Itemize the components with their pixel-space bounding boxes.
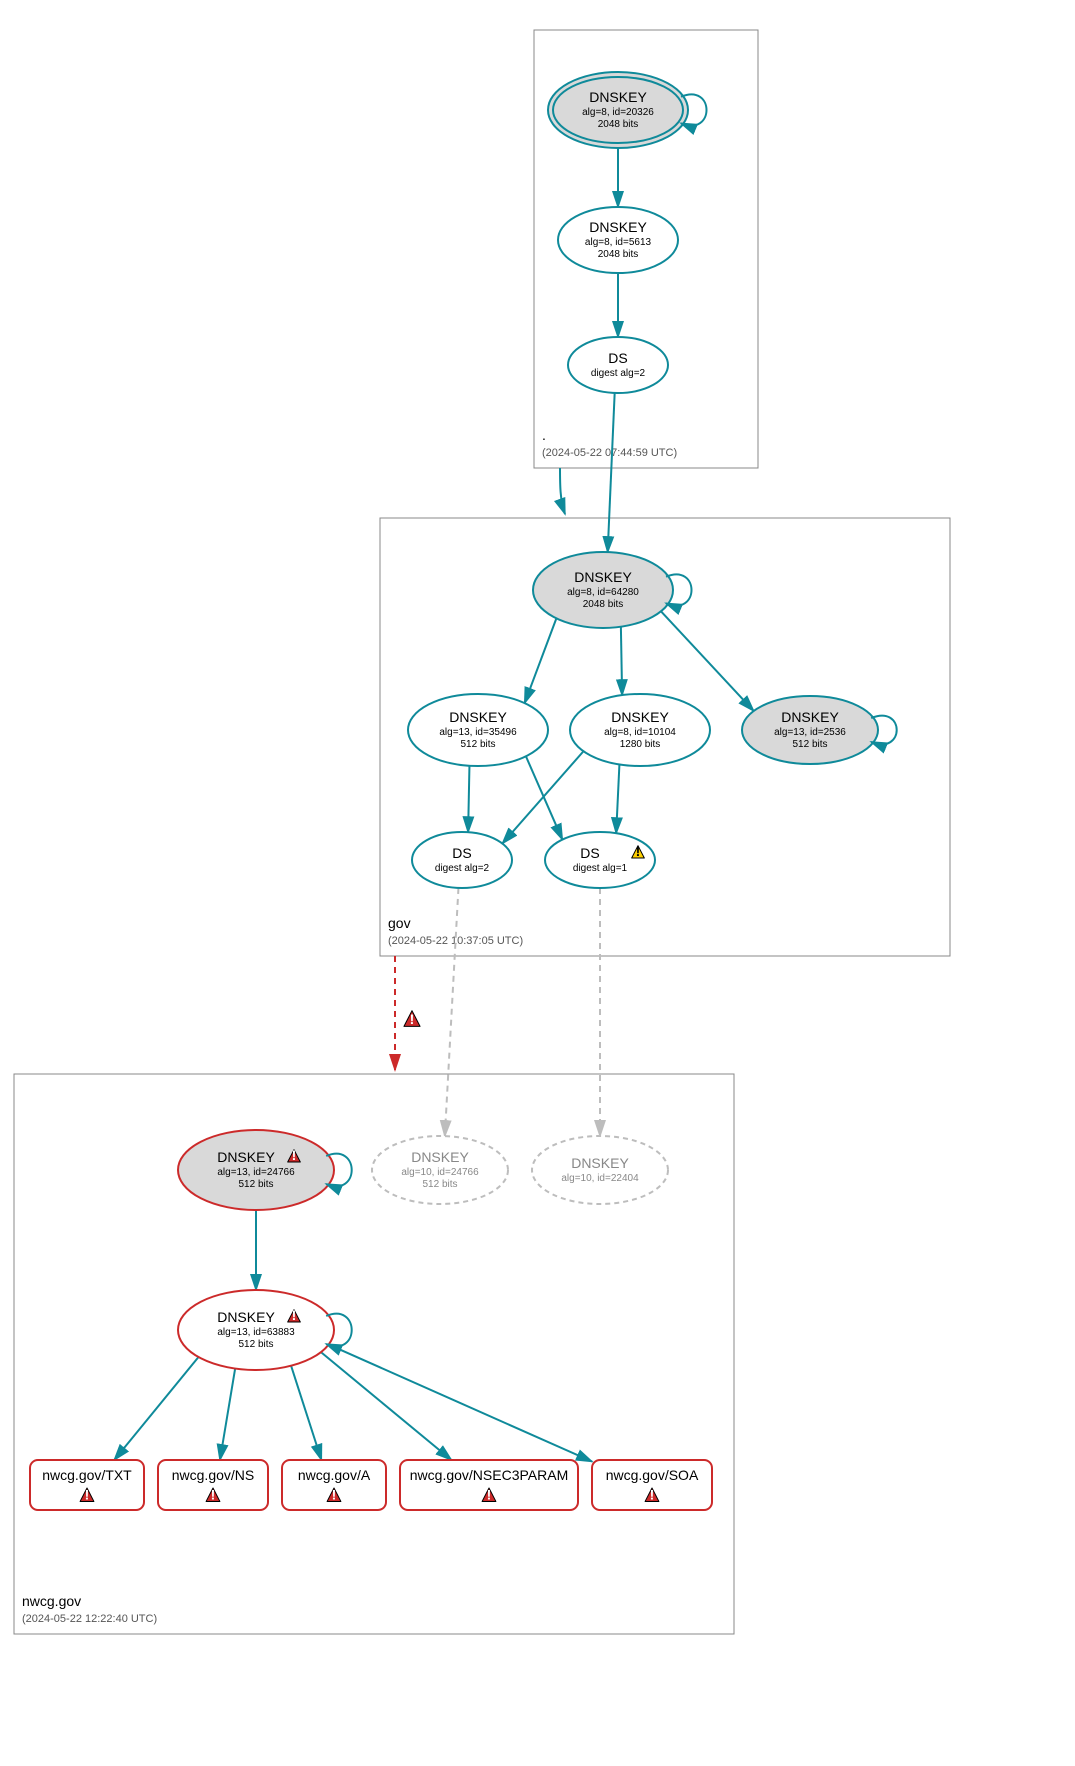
node-rr_soa: nwcg.gov/SOA! [592, 1460, 712, 1510]
edge-nwcg_zsk-rr_a [291, 1366, 321, 1460]
svg-text:nwcg.gov/A: nwcg.gov/A [298, 1467, 371, 1483]
dnssec-graph: . (2024-05-22 07:44:59 UTC) gov (2024-05-22… [0, 0, 1075, 1766]
edge-gov_zsk_a-gov_ds2 [468, 766, 469, 832]
svg-text:gov: gov [388, 915, 411, 931]
node-gov_zsk_c: DNSKEY alg=13, id=2536512 bits [742, 696, 897, 764]
svg-text:DS: DS [452, 845, 471, 861]
svg-text:alg=13, id=24766: alg=13, id=24766 [217, 1167, 295, 1178]
edge-gov_ksk-gov_zsk_c [661, 611, 754, 711]
node-nwcg_dk_y: DNSKEY alg=10, id=22404 [532, 1136, 668, 1204]
svg-text:DNSKEY: DNSKEY [589, 219, 647, 235]
edge-nwcg_zsk-rr_ns [220, 1369, 235, 1460]
svg-text:alg=13, id=2536: alg=13, id=2536 [774, 727, 846, 738]
node-gov_zsk_a: DNSKEY alg=13, id=35496512 bits [408, 694, 548, 766]
svg-text:DNSKEY: DNSKEY [611, 709, 669, 725]
zone-edge-zone_root_to_gov [560, 468, 565, 514]
svg-text:nwcg.gov/SOA: nwcg.gov/SOA [606, 1467, 699, 1483]
node-root_ksk: DNSKEY alg=8, id=203262048 bits [548, 72, 707, 148]
svg-text:alg=13, id=35496: alg=13, id=35496 [439, 727, 517, 738]
edges-layer: ! [114, 148, 753, 1462]
svg-text:digest alg=1: digest alg=1 [573, 863, 628, 874]
svg-text:512 bits: 512 bits [792, 739, 827, 750]
svg-text:!: ! [410, 1011, 415, 1027]
svg-text:(2024-05-22 07:44:59 UTC): (2024-05-22 07:44:59 UTC) [542, 447, 677, 459]
svg-text:512 bits: 512 bits [238, 1179, 273, 1190]
node-gov_ksk: DNSKEY alg=8, id=642802048 bits [533, 552, 692, 628]
edge-gov_ksk-gov_zsk_a [525, 618, 557, 703]
svg-text:!: ! [636, 843, 641, 859]
edge-gov_ksk-gov_zsk_b [621, 627, 622, 695]
svg-text:nwcg.gov/TXT: nwcg.gov/TXT [42, 1467, 132, 1483]
svg-text:DNSKEY: DNSKEY [571, 1155, 629, 1171]
svg-text:DNSKEY: DNSKEY [449, 709, 507, 725]
node-root_zsk: DNSKEY alg=8, id=56132048 bits [558, 207, 678, 273]
node-nwcg_ksk: DNSKEY! alg=13, id=24766512 bits [178, 1130, 352, 1210]
svg-text:DS: DS [580, 845, 599, 861]
svg-text:2048 bits: 2048 bits [598, 249, 639, 260]
svg-text:alg=8, id=10104: alg=8, id=10104 [604, 727, 676, 738]
svg-text:DNSKEY: DNSKEY [217, 1149, 275, 1165]
node-nwcg_dk_x: DNSKEY alg=10, id=24766512 bits [372, 1136, 508, 1204]
svg-text:512 bits: 512 bits [422, 1179, 457, 1190]
edge-root_ds-gov_ksk [608, 393, 615, 552]
edge-nwcg_zsk-rr_soa [329, 1345, 592, 1462]
svg-text:digest alg=2: digest alg=2 [435, 863, 490, 874]
edge-gov_zsk_b-gov_ds2 [502, 751, 583, 843]
node-gov_zsk_b: DNSKEY alg=8, id=101041280 bits [570, 694, 710, 766]
svg-text:2048 bits: 2048 bits [583, 599, 624, 610]
node-rr_ns: nwcg.gov/NS! [158, 1460, 268, 1510]
nodes-layer: DNSKEYalg=8, id=203262048 bitsDNSKEYalg=… [30, 72, 897, 1510]
svg-text:nwcg.gov: nwcg.gov [22, 1593, 81, 1609]
svg-text:DNSKEY: DNSKEY [217, 1309, 275, 1325]
svg-text:1280 bits: 1280 bits [620, 739, 661, 750]
svg-text:nwcg.gov/NSEC3PARAM: nwcg.gov/NSEC3PARAM [410, 1467, 568, 1483]
svg-text:DNSKEY: DNSKEY [411, 1149, 469, 1165]
svg-text:DS: DS [608, 350, 627, 366]
svg-text:!: ! [211, 1486, 216, 1502]
svg-text:nwcg.gov/NS: nwcg.gov/NS [172, 1467, 254, 1483]
svg-text:alg=13, id=63883: alg=13, id=63883 [217, 1327, 295, 1338]
node-gov_ds1: DS! digest alg=1 [545, 832, 655, 888]
node-gov_ds2: DS digest alg=2 [412, 832, 512, 888]
svg-text:alg=8, id=5613: alg=8, id=5613 [585, 237, 652, 248]
svg-text:512 bits: 512 bits [238, 1339, 273, 1350]
node-rr_a: nwcg.gov/A! [282, 1460, 386, 1510]
svg-text:digest alg=2: digest alg=2 [591, 368, 646, 379]
edge-gov_zsk_b-gov_ds1 [616, 764, 619, 833]
svg-text:!: ! [332, 1486, 337, 1502]
svg-text:DNSKEY: DNSKEY [781, 709, 839, 725]
svg-text:!: ! [85, 1486, 90, 1502]
svg-text:alg=10, id=24766: alg=10, id=24766 [401, 1167, 479, 1178]
svg-text:!: ! [292, 1147, 297, 1163]
node-root_ds: DS digest alg=2 [568, 337, 668, 393]
node-nwcg_zsk: DNSKEY! alg=13, id=63883512 bits [178, 1290, 352, 1370]
node-rr_txt: nwcg.gov/TXT! [30, 1460, 144, 1510]
svg-text:alg=8, id=64280: alg=8, id=64280 [567, 587, 639, 598]
edge-nwcg_zsk-rr_txt [114, 1357, 198, 1460]
svg-text:.: . [542, 427, 546, 443]
svg-text:alg=8, id=20326: alg=8, id=20326 [582, 107, 654, 118]
svg-text:DNSKEY: DNSKEY [574, 569, 632, 585]
svg-text:!: ! [650, 1486, 655, 1502]
svg-text:!: ! [487, 1486, 492, 1502]
svg-text:!: ! [292, 1307, 297, 1323]
svg-text:(2024-05-22 12:22:40 UTC): (2024-05-22 12:22:40 UTC) [22, 1613, 157, 1625]
svg-text:512 bits: 512 bits [460, 739, 495, 750]
svg-text:DNSKEY: DNSKEY [589, 89, 647, 105]
node-rr_n3p: nwcg.gov/NSEC3PARAM! [400, 1460, 578, 1510]
svg-text:2048 bits: 2048 bits [598, 119, 639, 130]
svg-text:alg=10, id=22404: alg=10, id=22404 [561, 1173, 639, 1184]
edge-gov_ds2-nwcg_dk_x [445, 888, 459, 1136]
edge-nwcg_zsk-rr_n3p [321, 1352, 451, 1460]
edge-gov_zsk_a-gov_ds1 [526, 756, 562, 839]
